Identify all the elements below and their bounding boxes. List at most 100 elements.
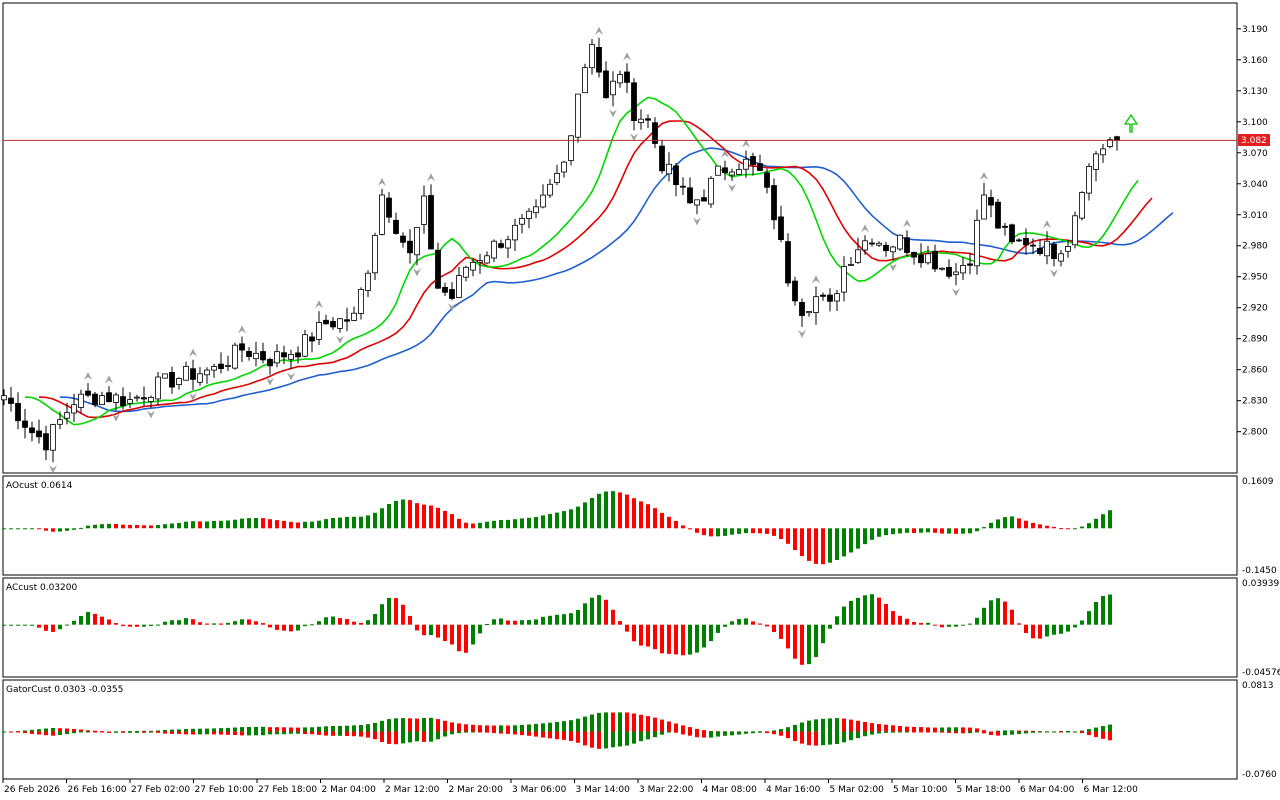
gator-upper-bar bbox=[303, 727, 307, 732]
gator-upper-bar bbox=[1108, 724, 1112, 732]
ao-bar bbox=[884, 528, 888, 536]
gator-lower-bar bbox=[520, 731, 524, 736]
alligator-jaw-line bbox=[59, 147, 1174, 413]
y-tick-label: -0.1450 bbox=[1242, 566, 1277, 576]
bull-candle bbox=[925, 253, 931, 264]
ac-bar bbox=[870, 594, 874, 625]
bear-candle bbox=[218, 363, 224, 370]
ac-bar bbox=[163, 621, 167, 625]
gator-upper-bar bbox=[520, 724, 524, 732]
gator-lower-bar bbox=[492, 731, 496, 734]
gator-upper-bar bbox=[37, 729, 41, 732]
fractal-up-icon bbox=[105, 375, 113, 384]
ao-bar bbox=[429, 505, 433, 529]
ao-bar bbox=[128, 524, 132, 529]
ac-bar bbox=[184, 618, 188, 625]
bull-candle bbox=[1086, 165, 1092, 194]
ac-bar bbox=[65, 624, 69, 626]
ao-bar bbox=[835, 528, 839, 560]
bull-candle bbox=[155, 376, 161, 400]
ac-bar bbox=[807, 624, 811, 665]
ao-bar bbox=[569, 509, 573, 529]
x-tick-label: 27 Feb 02:00 bbox=[131, 785, 190, 795]
bear-candle bbox=[1023, 237, 1029, 246]
fractal-down-icon bbox=[336, 335, 344, 344]
bull-candle bbox=[477, 260, 483, 263]
bull-candle bbox=[470, 261, 476, 271]
ac-bar bbox=[289, 624, 293, 632]
gator-lower-bar bbox=[506, 731, 510, 734]
ao-bar bbox=[107, 523, 111, 529]
bull-candle bbox=[421, 195, 427, 225]
gator-lower-bar bbox=[737, 731, 741, 735]
ac-bar bbox=[772, 624, 776, 632]
ac-bar bbox=[23, 624, 27, 626]
ao-bar bbox=[338, 517, 342, 529]
bull-candle bbox=[1107, 139, 1113, 147]
ac-bar bbox=[576, 609, 580, 625]
ao-bar bbox=[765, 528, 769, 534]
bear-candle bbox=[1030, 244, 1036, 247]
gator-lower-bar bbox=[380, 731, 384, 742]
bull-candle bbox=[1044, 240, 1050, 257]
gator-upper-bar bbox=[667, 721, 671, 732]
ac-bar bbox=[366, 620, 370, 625]
gator-upper-bar bbox=[240, 727, 244, 732]
bear-candle bbox=[869, 242, 875, 245]
ac-bar bbox=[30, 624, 34, 626]
bear-candle bbox=[281, 352, 287, 358]
bull-candle bbox=[99, 395, 105, 406]
gator-upper-bar bbox=[226, 727, 230, 732]
bull-candle bbox=[554, 172, 560, 183]
gator-lower-bar bbox=[443, 731, 447, 737]
ac-bar bbox=[464, 624, 468, 653]
gator-lower-bar bbox=[331, 731, 335, 736]
gator-lower-bar bbox=[142, 731, 146, 733]
x-tick-label: 5 Mar 18:00 bbox=[957, 785, 1012, 795]
bear-candle bbox=[1009, 224, 1015, 243]
ao-bar bbox=[1003, 517, 1007, 529]
gator-lower-bar bbox=[415, 731, 419, 742]
gator-lower-bar bbox=[240, 731, 244, 736]
gator-upper-bar bbox=[499, 725, 503, 732]
bear-candle bbox=[631, 82, 637, 122]
ac-bar bbox=[590, 597, 594, 625]
bull-candle bbox=[1058, 253, 1064, 262]
gator-lower-bar bbox=[100, 731, 104, 733]
ac-bar bbox=[940, 624, 944, 628]
ao-bar bbox=[933, 528, 937, 533]
gator-lower-bar bbox=[1066, 731, 1070, 733]
fractal-down-icon bbox=[189, 392, 197, 401]
gator-lower-bar bbox=[485, 731, 489, 733]
ac-bar bbox=[149, 624, 153, 626]
ac-bar bbox=[324, 617, 328, 625]
ao-bar bbox=[408, 500, 412, 529]
ac-bar bbox=[793, 624, 797, 659]
gator-upper-bar bbox=[534, 724, 538, 732]
fractal-up-icon bbox=[721, 149, 729, 158]
gator-lower-bar bbox=[65, 731, 69, 735]
ac-bar bbox=[1059, 624, 1063, 634]
gator-lower-bar bbox=[2, 731, 6, 733]
fractal-down-icon bbox=[287, 372, 295, 381]
gator-upper-bar bbox=[541, 723, 545, 732]
ac-bar bbox=[786, 624, 790, 649]
gator-lower-bar bbox=[541, 731, 545, 738]
ao-bar bbox=[548, 514, 552, 529]
gator-upper-bar bbox=[93, 730, 97, 732]
gator-upper-bar bbox=[352, 725, 356, 732]
gator-lower-bar bbox=[247, 731, 251, 736]
gator-lower-bar bbox=[324, 731, 328, 736]
bull-candle bbox=[414, 227, 420, 256]
ao-bar bbox=[212, 521, 216, 529]
ac-panel[interactable] bbox=[2, 577, 1238, 678]
gator-upper-bar bbox=[429, 717, 433, 732]
ac-bar bbox=[646, 624, 650, 647]
gator-lower-bar bbox=[289, 731, 293, 734]
bull-candle bbox=[113, 394, 119, 403]
gator-upper-bar bbox=[1031, 730, 1035, 732]
gator-lower-bar bbox=[681, 731, 685, 735]
gator-lower-bar bbox=[772, 731, 776, 735]
gator-lower-bar bbox=[961, 731, 965, 734]
